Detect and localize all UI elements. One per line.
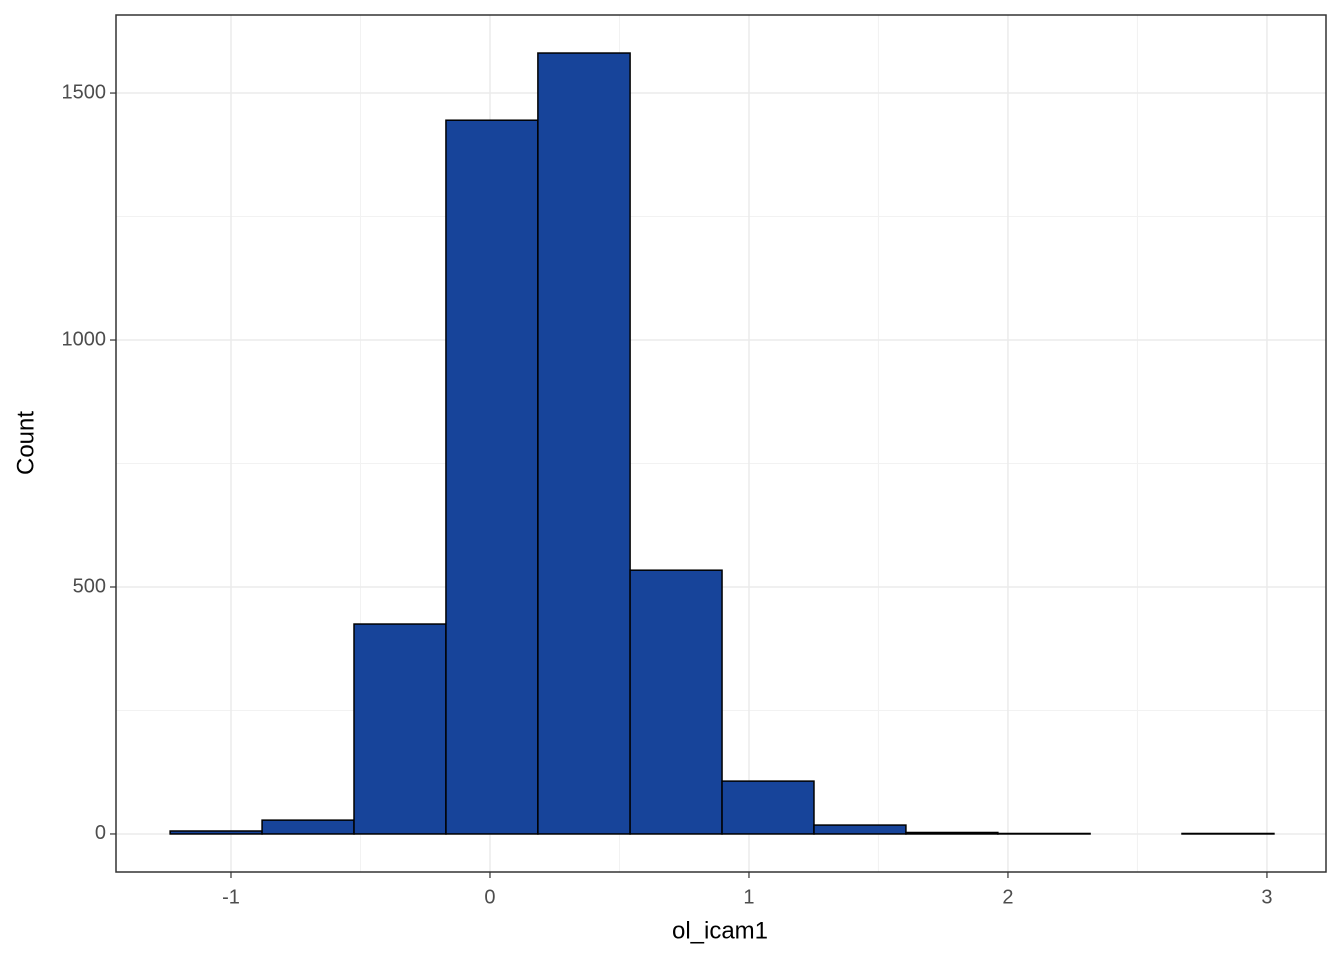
y-tick-label: 0 [95,822,106,844]
panel-border [115,14,1327,873]
y-axis-title: Count [12,411,39,475]
x-axis-title: ol_icam1 [672,917,768,944]
bar [445,119,539,835]
y-tick-label: 1000 [62,328,107,350]
bar [721,780,815,835]
bar [813,824,907,835]
x-tick-label: 2 [1002,886,1013,908]
bar [905,831,999,835]
x-tick-label: 1 [743,886,754,908]
y-tick-label: 500 [73,575,106,597]
bar [353,623,447,835]
y-tick-label: 1500 [62,81,107,103]
bar [537,52,631,835]
bar [261,819,355,835]
x-tick-label: -1 [222,886,240,908]
x-tick-label: 0 [484,886,495,908]
bar [629,569,723,835]
bar [169,830,263,835]
x-tick-label: 3 [1261,886,1272,908]
